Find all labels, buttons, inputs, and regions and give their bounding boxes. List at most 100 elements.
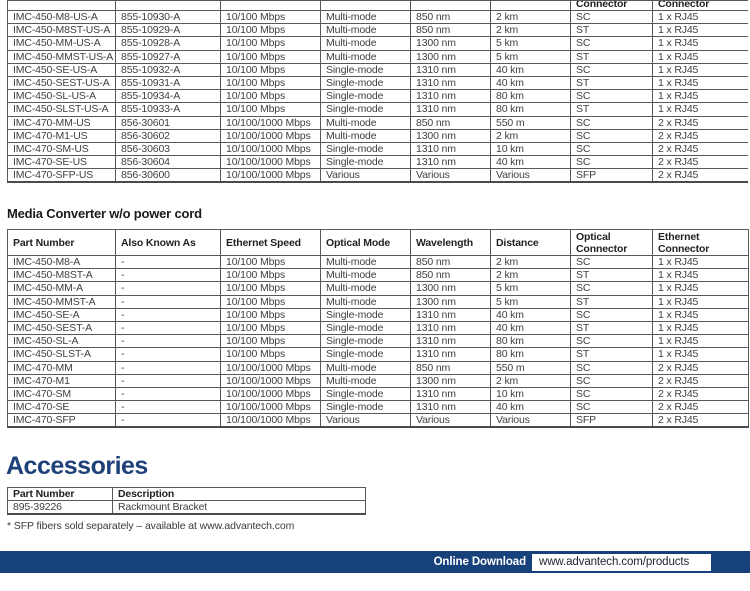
table-cell: - [115,413,221,428]
table-cell: IMC-450-SLST-A [7,347,116,362]
table-cell: Single-mode [320,62,411,77]
us-models-table: Connector Connector IMC-450-M8-US-A 855-10… [7,0,748,184]
table-cell: 1 x RJ45 [652,23,748,38]
table-cell: 1310 nm [410,155,491,170]
column-header: Ethernet Speed [220,229,321,256]
table-cell: 1300 nm [410,128,491,143]
table-row: IMC-450-SL-A -10/100 Mbps Single-mode 1310 … [7,334,749,349]
table-cell: 2 x RJ45 [652,373,749,388]
table-cell: 10 km [490,141,571,157]
table-cell: 2 km [490,128,571,143]
download-url-link[interactable]: www.advantech.com/products [532,553,711,571]
table-cell: 895-39226 [7,500,113,515]
table-cell: IMC-450-SEST-US-A [7,75,116,91]
table-cell: 10/100 Mbps [220,254,321,270]
table-cell: 1 x RJ45 [652,62,748,77]
accessories-title: Accessories [6,452,148,480]
table-cell: SC [570,254,653,270]
table-cell: 2 x RJ45 [652,386,749,402]
column-header: Connector [652,0,748,11]
table-cell: 5 km [490,281,571,296]
table-cell: IMC-450-SE-US-A [7,62,116,77]
table-cell: - [115,268,221,283]
table-cell: 1310 nm [410,347,491,362]
table-cell: IMC-470-MM [7,360,116,375]
table-cell: 10/100 Mbps [220,89,321,104]
wo-power-cord-table: Part Number Also Known As Ethernet Speed Op… [7,229,749,429]
table-cell: Single-mode [320,386,411,402]
table-cell: 10/100/1000 Mbps [220,128,321,143]
table-cell: Multi-mode [320,373,411,388]
table-cell: IMC-470-MM-US [7,115,116,130]
column-header: Description [112,487,366,501]
online-download-bar: Online Download www.advantech.com/produc… [0,551,750,573]
table-cell: 850 nm [410,360,491,375]
table-cell: Multi-mode [320,128,411,143]
table-row: IMC-450-MM-US-A 855-10928-A 10/100 Mbps Mul… [7,36,748,51]
table-row: IMC-470-SM-US 856-30603 10/100/1000 Mbps Si… [7,141,748,157]
table-cell: 10/100/1000 Mbps [220,373,321,388]
table-cell: Various [490,168,571,183]
table-row: IMC-470-SFP-US 856-30600 10/100/1000 Mbps V… [7,168,748,183]
table-cell: IMC-450-M8-A [7,254,116,270]
table-cell: SC [570,62,653,77]
table-cell: IMC-470-M1-US [7,128,116,143]
table-cell: 10/100 Mbps [220,307,321,322]
table-cell: ST [570,23,653,38]
table-cell: 855-10927-A [115,49,221,64]
table-cell: - [115,386,221,402]
table-cell: SC [570,334,653,349]
table-row: IMC-470-MM -10/100/1000 Mbps Multi-mode 850… [7,360,749,375]
column-header [410,0,491,11]
table-cell: SC [570,141,653,157]
table-row: IMC-450-SLST-US-A 855-10933-A 10/100 Mbps S… [7,102,748,117]
table-cell: 10/100 Mbps [220,49,321,64]
table-cell: ST [570,294,653,309]
table-cell: SC [570,360,653,375]
table-cell: 855-10929-A [115,23,221,38]
table-row: IMC-450-SLST-A -10/100 Mbps Single-mode 131… [7,347,749,362]
table-cell: 855-10928-A [115,36,221,51]
table-row: IMC-470-M1-US 856-30602 10/100/1000 Mbps Mu… [7,128,748,143]
table-cell: 1310 nm [410,386,491,402]
table-cell: 2 km [490,268,571,283]
table-row: IMC-450-MMST-US-A 855-10927-A 10/100 Mbps M… [7,49,748,64]
table-cell: 80 km [490,347,571,362]
column-header: Connector [570,0,653,11]
table-cell: ST [570,320,653,336]
table-cell: SC [570,115,653,130]
table-cell: 856-30600 [115,168,221,183]
table-cell: 10/100/1000 Mbps [220,115,321,130]
table-row: IMC-470-SFP -10/100/1000 Mbps Various Vario… [7,413,749,428]
table-cell: 2 km [490,373,571,388]
table-cell: IMC-470-SM-US [7,141,116,157]
table-cell: 10/100/1000 Mbps [220,141,321,157]
table-cell: IMC-450-MM-US-A [7,36,116,51]
table-cell: ST [570,268,653,283]
table-cell: Multi-mode [320,36,411,51]
table-cell: 10/100/1000 Mbps [220,413,321,428]
table-cell: 1310 nm [410,334,491,349]
table-row: IMC-450-MMST-A -10/100 Mbps Multi-mode 1300… [7,294,749,309]
table-cell: 855-10930-A [115,9,221,25]
table-cell: Various [410,413,491,428]
table-cell: IMC-450-SL-A [7,334,116,349]
table-row: IMC-450-M8ST-US-A 855-10929-A 10/100 Mbps M… [7,23,748,38]
table-cell: 40 km [490,400,571,415]
table-cell: Rackmount Bracket [112,500,366,515]
column-header: Wavelength [410,229,491,256]
table-cell: Various [490,413,571,428]
table-row: 895-39226 Rackmount Bracket [7,500,366,515]
table-cell: 1 x RJ45 [652,75,748,91]
column-header [490,0,571,11]
table-cell: Single-mode [320,334,411,349]
table-cell: 10/100 Mbps [220,281,321,296]
table-cell: 40 km [490,307,571,322]
table-cell: 1310 nm [410,75,491,91]
table-cell: SC [570,89,653,104]
table-cell: - [115,307,221,322]
table-cell: Various [320,413,411,428]
table-cell: 10/100 Mbps [220,102,321,117]
table-cell: SFP [570,168,653,183]
